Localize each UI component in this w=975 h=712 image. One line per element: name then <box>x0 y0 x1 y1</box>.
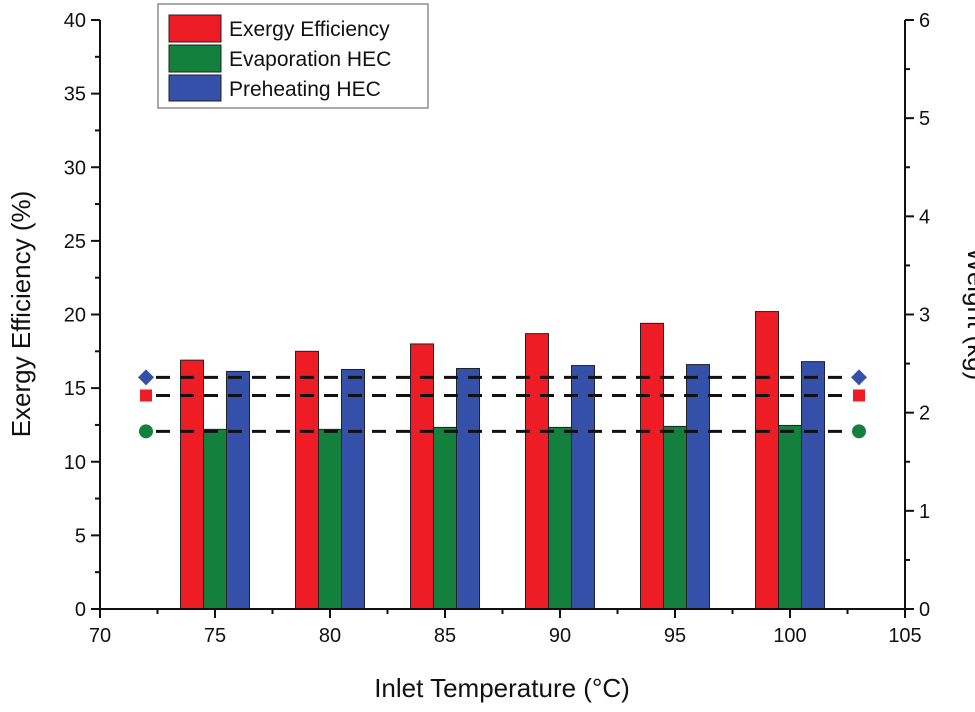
y2-tick-label: 1 <box>919 501 930 523</box>
y-tick-label: 5 <box>75 525 86 547</box>
square-marker <box>140 389 152 402</box>
circle-marker <box>139 424 153 439</box>
x-tick-label: 95 <box>664 625 686 647</box>
bar-preheating-hec <box>801 361 825 610</box>
y-tick-label: 30 <box>64 157 86 179</box>
y2-tick-label: 3 <box>919 305 930 327</box>
bar-evaporation-hec <box>663 425 687 610</box>
y-tick-label: 40 <box>64 10 86 32</box>
legend-label-exergy: Exergy Efficiency <box>229 18 390 41</box>
x-tick-label: 85 <box>434 625 456 647</box>
y2-tick-label: 2 <box>919 403 930 425</box>
legend-swatch-preheating <box>168 74 222 102</box>
legend-swatch-exergy <box>168 14 222 43</box>
y-tick-label: 15 <box>64 378 86 400</box>
x-tick-label: 75 <box>204 625 226 647</box>
y2-axis-title: Weight (kg) <box>962 248 975 380</box>
diamond-marker <box>851 369 867 386</box>
square-marker <box>853 389 865 402</box>
bar-exergy-efficiency <box>640 322 664 610</box>
bar-preheating-hec <box>341 368 365 610</box>
bar-evaporation-hec <box>433 426 457 610</box>
legend: Exergy Efficiency Evaporation HEC Prehea… <box>157 3 429 109</box>
bar-evaporation-hec <box>548 426 572 610</box>
legend-swatch-evaporation <box>168 44 222 73</box>
legend-label-evaporation: Evaporation HEC <box>229 48 391 71</box>
bar-preheating-hec <box>686 364 710 610</box>
y2-tick-label: 0 <box>919 599 930 621</box>
y2-tick-label: 4 <box>919 206 930 228</box>
y-tick-label: 35 <box>64 84 86 106</box>
bar-exergy-efficiency <box>755 311 779 610</box>
bar-exergy-efficiency <box>525 333 549 610</box>
bar-exergy-efficiency <box>295 350 319 610</box>
bar-evaporation-hec <box>778 424 802 610</box>
bar-preheating-hec <box>571 365 595 610</box>
x-tick-label: 90 <box>549 625 571 647</box>
diamond-marker <box>138 369 154 386</box>
y-axis-title: Exergy Efficiency (%) <box>6 191 36 438</box>
x-tick-label: 80 <box>319 625 341 647</box>
x-tick-label: 70 <box>89 625 111 647</box>
y2-tick-label: 6 <box>919 10 930 32</box>
circle-marker <box>852 424 866 439</box>
bar-preheating-hec <box>226 370 250 610</box>
legend-label-preheating: Preheating HEC <box>229 78 381 101</box>
x-tick-label: 100 <box>773 625 806 647</box>
bar-exergy-efficiency <box>180 359 204 610</box>
y-tick-label: 20 <box>64 305 86 327</box>
x-tick-label: 105 <box>888 625 921 647</box>
bar-exergy-efficiency <box>410 343 434 610</box>
bar-evaporation-hec <box>318 428 342 610</box>
bar-preheating-hec <box>456 367 480 610</box>
y2-tick-label: 5 <box>919 108 930 130</box>
y-tick-label: 25 <box>64 231 86 253</box>
x-axis-title: Inlet Temperature (°C) <box>374 673 630 703</box>
y-tick-label: 0 <box>75 599 86 621</box>
y-tick-label: 10 <box>64 452 86 474</box>
bar-evaporation-hec <box>203 428 227 610</box>
